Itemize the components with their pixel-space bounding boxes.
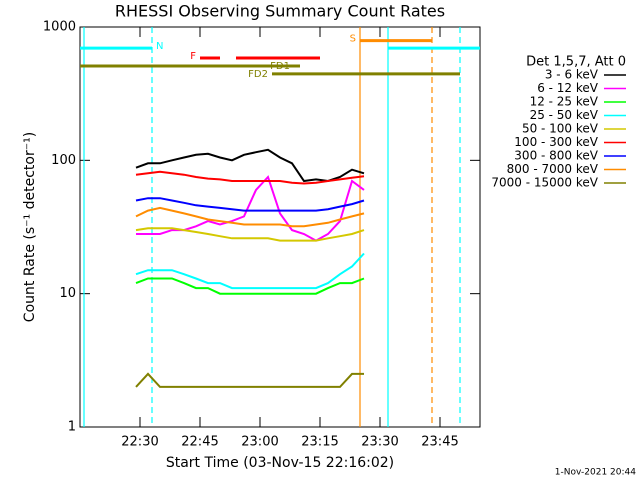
series-line bbox=[135, 206, 365, 228]
y-tick-label: 10 bbox=[59, 286, 76, 301]
x-tick-label: 23:15 bbox=[301, 435, 338, 450]
series-line bbox=[135, 197, 365, 212]
state-label: F bbox=[190, 51, 196, 62]
y-tick-label: 100 bbox=[51, 153, 76, 168]
legend-label: 25 - 50 keV bbox=[530, 108, 599, 122]
series-line bbox=[135, 277, 365, 295]
x-tick-label: 23:00 bbox=[241, 435, 278, 450]
series-line bbox=[135, 372, 364, 388]
legend-label: 7000 - 15000 keV bbox=[491, 176, 598, 190]
legend-label: 6 - 12 keV bbox=[537, 81, 599, 95]
y-axis-label: Count Rate (s⁻¹ detector⁻¹) bbox=[22, 132, 38, 322]
x-tick-label: 23:45 bbox=[421, 435, 458, 450]
x-tick-label: 22:45 bbox=[181, 435, 218, 450]
legend-label: 800 - 7000 keV bbox=[507, 162, 599, 176]
y-tick-label: 1000 bbox=[43, 20, 76, 35]
state-label: S bbox=[350, 34, 356, 45]
plot-frame bbox=[79, 26, 481, 428]
series-line bbox=[135, 170, 365, 185]
series-line bbox=[136, 175, 365, 242]
legend-label: 3 - 6 keV bbox=[545, 68, 599, 82]
x-axis-label: Start Time (03-Nov-15 22:16:02) bbox=[166, 455, 394, 471]
x-tick-label: 23:30 bbox=[361, 435, 398, 450]
footer: 1-Nov-2021 20:44 bbox=[555, 468, 637, 478]
legend-label: 300 - 800 keV bbox=[514, 149, 598, 163]
chart-title: RHESSI Observing Summary Count Rates bbox=[115, 2, 445, 21]
legend-label: 12 - 25 keV bbox=[530, 95, 599, 109]
x-tick-label: 22:30 bbox=[121, 435, 158, 450]
state-label: N bbox=[156, 41, 163, 52]
series-line bbox=[135, 252, 365, 290]
legend-label: 50 - 100 keV bbox=[522, 122, 599, 136]
state-label: FD2 bbox=[248, 69, 268, 80]
legend-label: 100 - 300 keV bbox=[514, 135, 598, 149]
y-tick-label: 1 bbox=[68, 420, 76, 435]
state-label: FD1 bbox=[270, 61, 290, 72]
legend-title: Det 1,5,7, Att 0 bbox=[526, 55, 626, 70]
series-line bbox=[135, 227, 365, 242]
